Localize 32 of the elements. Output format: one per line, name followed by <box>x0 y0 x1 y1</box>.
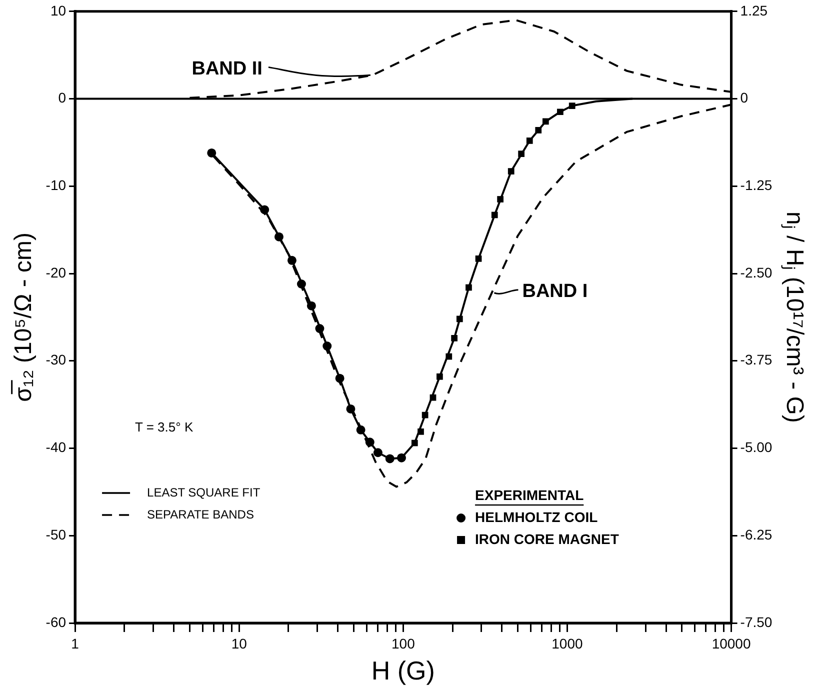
y2-tick-label: 0 <box>740 90 748 106</box>
legend-label: LEAST SQUARE FIT <box>147 485 261 500</box>
y-tick-label: -30 <box>46 352 66 368</box>
y-tick-label: -50 <box>46 526 66 542</box>
y2-axis-title: nⱼ / Hⱼ (10¹⁷/cm³ - G) <box>780 212 808 423</box>
y2-tick-label: -3.75 <box>740 352 772 368</box>
y2-tick-label: -1.25 <box>740 177 772 193</box>
x-tick-label: 1 <box>71 635 80 652</box>
x-tick-label: 10 <box>231 635 248 652</box>
y-tick-label: -40 <box>46 439 66 456</box>
annotation: T = 3.5° K <box>135 420 194 435</box>
x-tick-label: 100 <box>391 635 416 652</box>
legend-label: HELMHOLTZ COIL <box>475 508 598 525</box>
annotation: BAND I <box>522 281 588 302</box>
y-tick-label: -20 <box>46 264 66 280</box>
y-tick-label: -10 <box>46 177 66 193</box>
legend-label: SEPARATE BANDS <box>147 507 254 522</box>
y-tick-label: 0 <box>58 90 66 106</box>
x-tick-label: 10000 <box>712 635 751 652</box>
x-axis-title: H (G) <box>371 656 435 686</box>
y2-tick-label: -7.50 <box>740 614 772 630</box>
annotation: BAND II <box>192 58 262 80</box>
y2-tick-label: -6.25 <box>740 526 772 542</box>
y-axis-title: σ̅₁₂ (10⁵/Ω - cm) <box>10 232 38 402</box>
x-tick-label: 1000 <box>552 635 584 652</box>
y2-tick-label: 1.25 <box>740 2 768 18</box>
y-tick-label: -60 <box>46 614 66 630</box>
legend-label: IRON CORE MAGNET <box>475 530 620 547</box>
legend-title: EXPERIMENTAL <box>475 486 584 503</box>
y2-tick-label: -2.50 <box>740 264 772 280</box>
y2-tick-label: -5.00 <box>740 439 772 456</box>
y-tick-label: 10 <box>50 2 66 18</box>
